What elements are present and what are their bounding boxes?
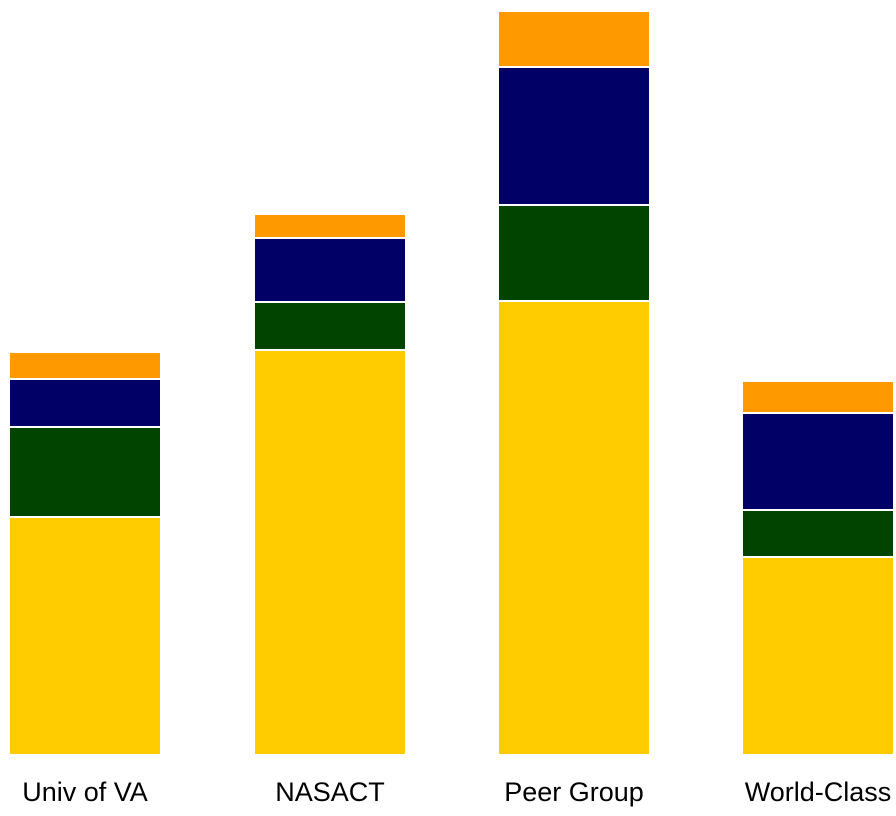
bar-segment [253, 301, 407, 351]
category-labels-group: Univ of VA NASACT Peer Group World-Class [22, 777, 891, 807]
bar-segment [741, 412, 895, 511]
category-label: Univ of VA [22, 777, 148, 807]
bar-segment [253, 349, 407, 756]
bar-segment [8, 426, 162, 518]
bar-segment [741, 556, 895, 756]
bar-segment [497, 204, 651, 302]
bar-segment [8, 378, 162, 428]
bar-segment [741, 509, 895, 558]
bar-segment [8, 516, 162, 756]
bar-segment [497, 300, 651, 756]
category-label: World-Class [745, 777, 892, 807]
bar-segment [497, 66, 651, 206]
bar-segment [741, 380, 895, 414]
category-label: Peer Group [504, 777, 644, 807]
bar-segment [253, 237, 407, 303]
category-label: NASACT [275, 777, 385, 807]
bar-segment [497, 10, 651, 68]
bars-group [8, 10, 895, 756]
bar-segment [253, 213, 407, 239]
bar-segment [8, 351, 162, 380]
